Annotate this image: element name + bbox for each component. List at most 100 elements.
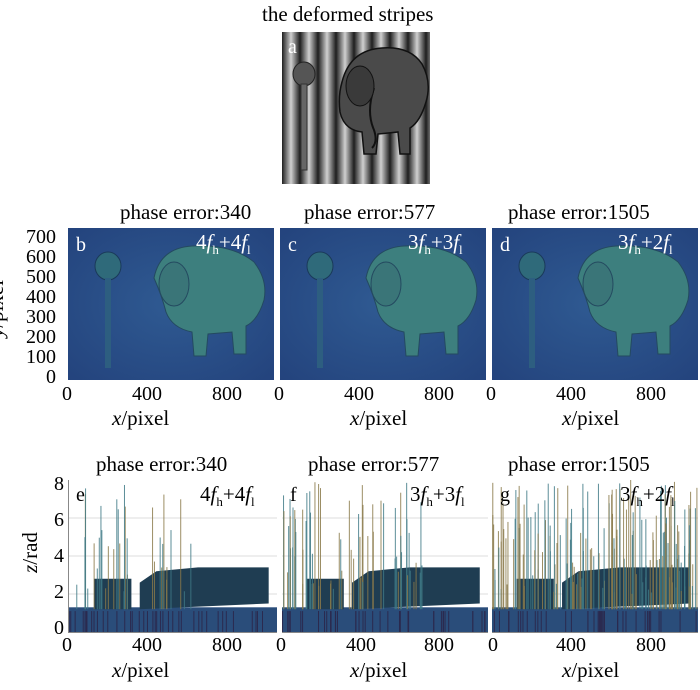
- f-symbol: f: [206, 230, 213, 254]
- f-symbol: f: [241, 230, 248, 254]
- fl-coef: 2: [654, 482, 666, 506]
- z-axis-label: z/rad: [18, 532, 43, 573]
- row3-g-xtick-0: 0: [488, 634, 498, 656]
- f-symbol: f: [630, 482, 637, 506]
- panel-a-label: a: [288, 36, 297, 58]
- panel-c-label: c: [288, 234, 297, 256]
- panel-e-title: phase error:340: [96, 452, 228, 476]
- fh-coef: 3: [618, 230, 629, 254]
- x-axis-var: x: [562, 658, 572, 682]
- panel-b-title: phase error:340: [120, 200, 252, 224]
- x-axis-unit: /pixel: [359, 658, 408, 682]
- fl-coef: 3: [444, 482, 456, 506]
- row2-c-xtick-800: 800: [424, 383, 454, 405]
- z-tick-8: 8: [54, 473, 64, 495]
- plus-symbol: +: [218, 230, 231, 254]
- f-symbol: f: [245, 482, 252, 506]
- z-tick-4: 4: [54, 545, 64, 567]
- y-tick-700: 700: [26, 226, 56, 248]
- row2-d-xtick-0: 0: [486, 383, 496, 405]
- figure-a-title: the deformed stripes: [262, 2, 434, 26]
- y-tick-400: 400: [26, 286, 56, 308]
- x-axis-var: x: [112, 658, 122, 682]
- f-symbol: f: [418, 230, 425, 254]
- y-tick-500: 500: [26, 266, 56, 288]
- row2-c-xtick-400: 400: [344, 383, 374, 405]
- panel-d-formula: 3fh+2fl: [618, 230, 673, 258]
- h-subscript: h: [216, 494, 223, 510]
- plus-symbol: +: [430, 230, 443, 254]
- z-tick-2: 2: [54, 581, 64, 603]
- y-tick-100: 100: [26, 346, 56, 368]
- surface-plot-g: [492, 480, 698, 633]
- row2-d-xtick-400: 400: [556, 383, 586, 405]
- y-tick-600: 600: [26, 246, 56, 268]
- panel-b-label: b: [76, 234, 86, 256]
- l-subscript: l: [461, 494, 465, 510]
- x-axis-unit: /pixel: [359, 406, 408, 430]
- plus-symbol: +: [222, 482, 235, 506]
- panel-c-formula: 3fh+3fl: [408, 230, 463, 258]
- row2-d-xtick-800: 800: [636, 383, 666, 405]
- row3-f-xlabel: x/pixel: [350, 658, 407, 683]
- row2-b-xlabel: x/pixel: [112, 406, 169, 431]
- row2-b-xtick-800: 800: [212, 383, 242, 405]
- f-symbol: f: [663, 230, 670, 254]
- f-symbol: f: [455, 482, 462, 506]
- x-axis-var: x: [350, 406, 360, 430]
- z-tick-0: 0: [54, 617, 64, 639]
- y-tick-200: 200: [26, 326, 56, 348]
- x-axis-unit: /pixel: [121, 658, 170, 682]
- f-symbol: f: [628, 230, 635, 254]
- panel-g-label: g: [500, 484, 510, 506]
- f-symbol: f: [420, 482, 427, 506]
- phase-map-c: [280, 228, 486, 380]
- fh-coef: 3: [410, 482, 421, 506]
- fh-coef: 3: [408, 230, 419, 254]
- fh-coef: 4: [200, 482, 211, 506]
- fl-coef: 2: [652, 230, 664, 254]
- panel-f-formula: 3fh+3fl: [410, 482, 465, 510]
- row3-e-xtick-0: 0: [62, 634, 72, 656]
- h-subscript: h: [426, 494, 433, 510]
- row3-f-xtick-400: 400: [346, 634, 376, 656]
- h-subscript: h: [636, 494, 643, 510]
- row3-g-xtick-400: 400: [556, 634, 586, 656]
- surface-plot-e: [68, 480, 277, 633]
- row2-b-xtick-400: 400: [132, 383, 162, 405]
- row2-d-xlabel: x/pixel: [562, 406, 619, 431]
- x-axis-unit: /pixel: [571, 658, 620, 682]
- panel-e-formula: 4fh+4fl: [200, 482, 255, 510]
- fl-coef: 3: [442, 230, 454, 254]
- l-subscript: l: [669, 242, 673, 258]
- row3-f-xtick-0: 0: [276, 634, 286, 656]
- f-symbol: f: [453, 230, 460, 254]
- y-axis-var: y: [0, 328, 8, 337]
- fh-coef: 4: [196, 230, 207, 254]
- x-axis-var: x: [350, 658, 360, 682]
- row3-e-xlabel: x/pixel: [112, 658, 169, 683]
- l-subscript: l: [247, 242, 251, 258]
- x-axis-var: x: [112, 406, 122, 430]
- plus-symbol: +: [642, 482, 655, 506]
- h-subscript: h: [212, 242, 219, 258]
- h-subscript: h: [424, 242, 431, 258]
- row3-e-xtick-400: 400: [132, 634, 162, 656]
- row3-g-xlabel: x/pixel: [562, 658, 619, 683]
- row2-c-xlabel: x/pixel: [350, 406, 407, 431]
- x-axis-unit: /pixel: [121, 406, 170, 430]
- x-axis-var: x: [562, 406, 572, 430]
- f-symbol: f: [665, 482, 672, 506]
- l-subscript: l: [671, 494, 675, 510]
- row2-b-xtick-0: 0: [62, 383, 72, 405]
- l-subscript: l: [459, 242, 463, 258]
- l-subscript: l: [251, 494, 255, 510]
- phase-map-b: [68, 228, 274, 380]
- y-axis-unit: /pixel: [0, 279, 9, 328]
- panel-d-label: d: [500, 234, 510, 256]
- fh-coef: 3: [620, 482, 631, 506]
- panel-e-label: e: [76, 484, 85, 506]
- z-axis-var: z: [17, 564, 42, 573]
- h-subscript: h: [634, 242, 641, 258]
- panel-f-label: f: [290, 484, 297, 506]
